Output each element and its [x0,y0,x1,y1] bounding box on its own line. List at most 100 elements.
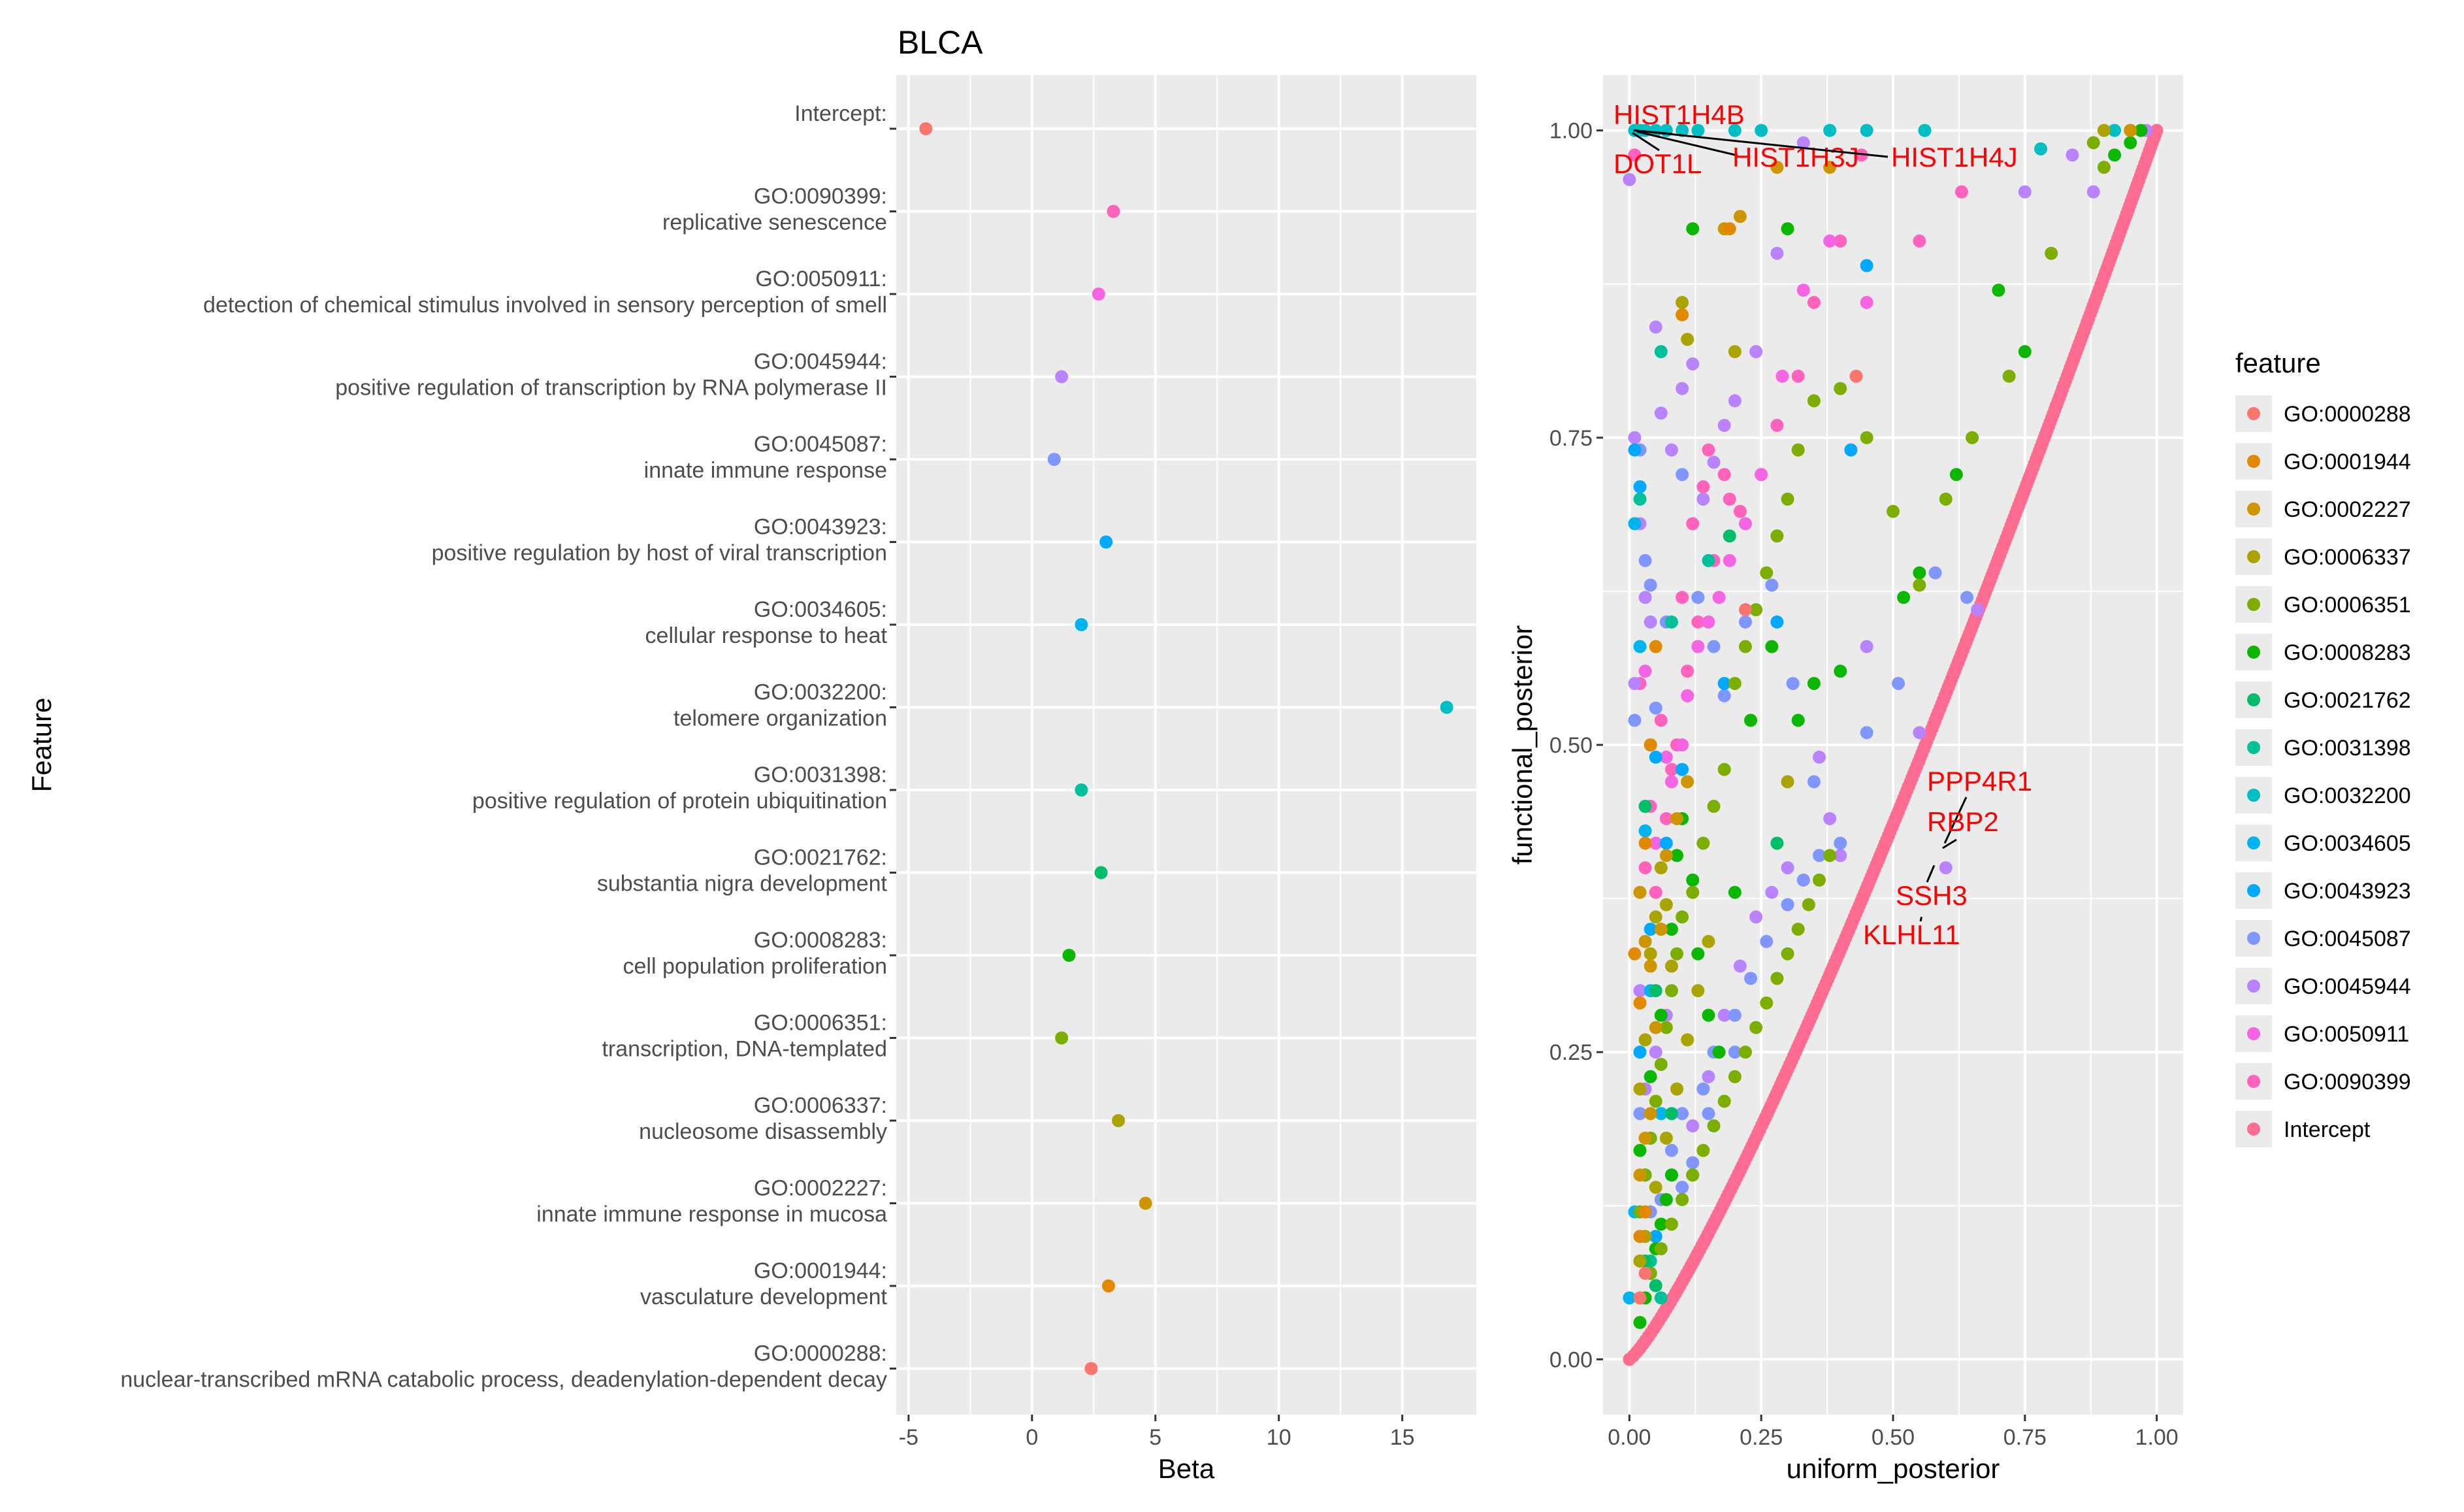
feature-id-label: GO:0021762: [754,846,887,870]
feature-point [1633,984,1647,998]
feature-description-label: cellular response to heat [645,623,888,648]
feature-point [1659,812,1673,825]
feature-point [1913,566,1926,580]
feature-point [1649,640,1662,653]
feature-point [1717,763,1731,776]
legend-swatch [2247,836,2260,849]
feature-id-label: Intercept: [794,101,887,126]
feature-description-label: innate immune response in mucosa [536,1202,887,1227]
feature-point [1676,295,1689,309]
legend-swatch [2247,455,2260,468]
feature-point [1733,504,1747,518]
beta-point [919,122,933,135]
feature-point [2018,345,2032,359]
feature-point [1633,480,1647,494]
feature-point [2097,161,2111,174]
left-plot-panel [896,75,1476,1415]
feature-description-label: positive regulation of protein ubiquitin… [472,789,887,814]
feature-point [1633,492,1647,506]
feature-description-label: detection of chemical stimulus involved … [203,293,887,318]
feature-id-label: GO:0034605: [754,597,887,622]
feature-point [1728,885,1742,899]
feature-point [1638,836,1652,850]
feature-point [1717,689,1731,702]
feature-id-label: GO:0045087: [754,432,887,457]
feature-point [1664,923,1678,936]
legend-label: GO:0050911 [2284,1022,2409,1047]
feature-point [1954,185,1968,199]
feature-point [1691,984,1705,998]
gene-label: HIST1H4J [1891,142,2018,173]
feature-description-label: transcription, DNA-templated [602,1037,887,1062]
feature-point [1823,161,1837,174]
feature-point [1654,1291,1668,1305]
feature-point [1738,615,1752,629]
feature-point [1770,161,1784,174]
legend-label: GO:0032200 [2284,783,2411,808]
feature-point [1760,566,1774,580]
feature-point [1707,1119,1721,1133]
feature-point [1812,873,1826,887]
feature-point [1649,984,1662,998]
left-y-axis-title: Feature [26,698,57,793]
feature-point [1659,1192,1673,1206]
left-x-tick-label: 0 [1026,1425,1038,1450]
feature-point [1686,357,1700,370]
feature-point [1649,1230,1662,1243]
feature-point [1628,148,1642,162]
feature-point [1664,1107,1678,1121]
legend-label: GO:0006337 [2284,545,2411,570]
feature-point [1749,1021,1763,1034]
feature-point [1770,836,1784,850]
legend-label: GO:0043923 [2284,879,2411,904]
feature-point [1633,1143,1647,1157]
legend-label: GO:0006351 [2284,593,2411,617]
gene-label: RBP2 [1927,806,1999,837]
feature-point [1887,504,1900,518]
feature-point [1723,222,1736,236]
feature-point [1733,210,1747,223]
right-x-axis-title: uniform_posterior [1787,1453,2000,1484]
feature-point [1644,1107,1657,1121]
feature-id-label: GO:0008283: [754,928,887,953]
feature-point [1676,308,1689,321]
feature-point [1696,1143,1710,1157]
legend-swatch [2247,741,2260,754]
right-y-tick-label: 0.50 [1549,733,1593,758]
legend-swatch [2247,1123,2260,1136]
gene-label: SSH3 [1896,880,1968,911]
feature-point [1765,578,1779,592]
feature-description-label: telomere organization [673,706,887,731]
feature-point [1654,406,1668,420]
feature-point [1638,800,1652,814]
gene-label: KLHL11 [1863,919,1960,950]
gene-label: DOT1L [1613,148,1702,179]
feature-point [2134,123,2148,137]
feature-point [1638,934,1652,948]
feature-point [1749,910,1763,924]
feature-point [1770,246,1784,260]
feature-point [1681,689,1694,702]
feature-point [1717,1008,1731,1022]
feature-description-label: replicative senescence [662,210,887,235]
feature-point [1638,861,1652,875]
feature-point [1659,750,1673,764]
feature-point [1686,222,1700,236]
feature-point [1744,972,1758,985]
feature-point [1686,1168,1700,1182]
feature-point [1728,394,1742,408]
legend-swatch [2247,598,2260,611]
beta-point [1139,1196,1152,1210]
feature-point [1738,640,1752,653]
feature-point [1676,738,1689,751]
feature-point [1960,591,1974,604]
feature-point [1939,861,1953,875]
feature-id-label: GO:0045944: [754,350,887,374]
feature-description-label: cell population proliferation [623,954,887,979]
feature-point [1628,517,1642,531]
feature-id-label: GO:0006351: [754,1011,887,1036]
left-x-tick-label: 10 [1267,1425,1291,1450]
right-y-axis: 0.00 0.25 0.50 0.75 1.00 [1549,119,1603,1372]
feature-point [1760,934,1774,948]
annotation-leader-line [1926,864,1936,883]
